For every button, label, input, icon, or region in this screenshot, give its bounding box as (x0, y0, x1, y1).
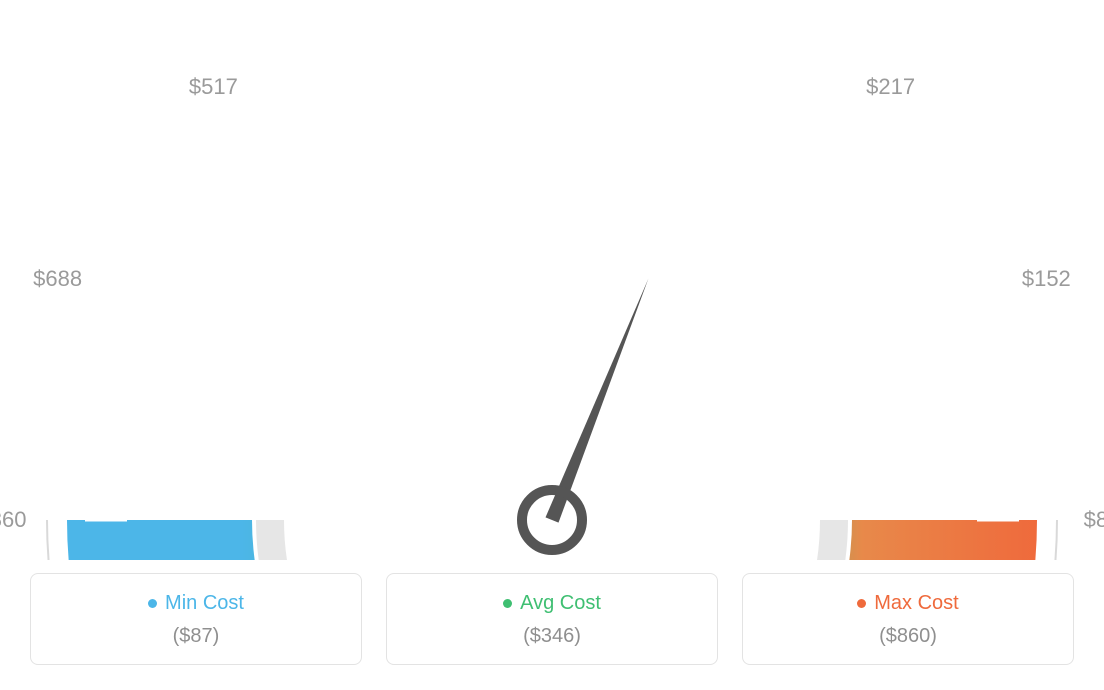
dot-icon (857, 599, 866, 608)
legend-row: Min Cost ($87) Avg Cost ($346) Max Cost … (30, 573, 1074, 665)
legend-title-avg: Avg Cost (503, 592, 601, 615)
gauge-tick-label: $517 (189, 74, 238, 100)
gauge-tick-label: $217 (866, 74, 915, 100)
gauge-tick-label: $87 (1084, 507, 1104, 533)
gauge-tick-label: $860 (0, 507, 26, 533)
legend-title-text: Avg Cost (520, 592, 601, 615)
dot-icon (148, 599, 157, 608)
legend-title-text: Max Cost (874, 592, 958, 615)
legend-card-avg: Avg Cost ($346) (386, 573, 718, 665)
legend-value-min: ($87) (43, 625, 349, 648)
legend-title-max: Max Cost (857, 592, 958, 615)
legend-card-max: Max Cost ($860) (742, 573, 1074, 665)
legend-title-text: Min Cost (165, 592, 244, 615)
legend-value-max: ($860) (755, 625, 1061, 648)
gauge-svg (0, 0, 1104, 560)
gauge-chart: $87$152$217$346$517$688$860 (0, 0, 1104, 560)
legend-value-avg: ($346) (399, 625, 705, 648)
dot-icon (503, 599, 512, 608)
gauge-tick-label: $688 (33, 266, 82, 292)
gauge-tick-label: $152 (1022, 266, 1071, 292)
legend-title-min: Min Cost (148, 592, 244, 615)
legend-card-min: Min Cost ($87) (30, 573, 362, 665)
